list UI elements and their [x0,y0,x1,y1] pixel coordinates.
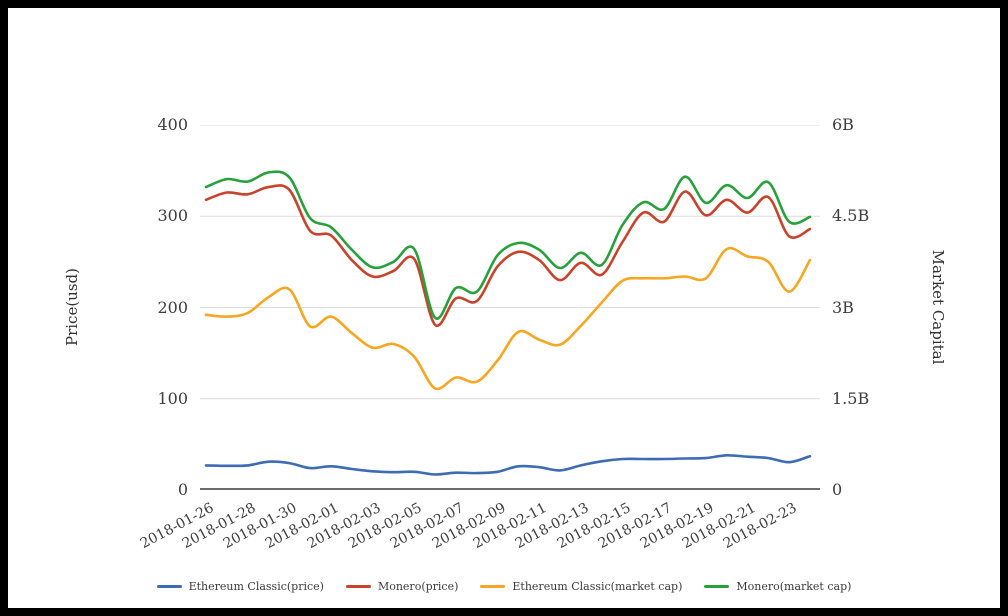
y-tick-right-1.5B: 1.5B [832,388,870,408]
y-tick-left-100: 100 [157,388,188,408]
legend-item-monero-market-cap[interactable]: Monero(market cap) [704,580,851,593]
chart-canvas: Price(usd) Market Capital 0 100 200 300 400 … [8,8,1000,608]
legend-line-swatch-icon [480,585,506,588]
y-tick-left-400: 400 [157,115,188,134]
y-tick-right-4.5B: 4.5B [832,206,870,226]
series-line-monero-market-cap [204,170,812,320]
legend-item-ethereum-classic-price[interactable]: Ethereum Classic(price) [156,580,324,593]
legend-item-ethereum-classic-market-cap[interactable]: Ethereum Classic(market cap) [480,580,682,593]
legend-line-swatch-icon [345,585,371,588]
legend-line-swatch-icon [156,585,182,588]
left-axis-title: Price(usd) [63,267,81,347]
plot-svg [200,125,820,490]
y-tick-left-300: 300 [157,206,188,226]
legend: Ethereum Classic(price) Monero(price) Ethe… [8,580,1000,593]
series-line-ethereum-classic-market-cap [204,246,812,391]
legend-line-swatch-icon [704,585,730,588]
series-line-ethereum-classic-price [204,453,812,476]
y-tick-right-0: 0 [832,480,843,499]
y-tick-right-3B: 3B [832,297,854,317]
right-axis-title: Market Capital [929,249,947,365]
y-tick-left-0: 0 [177,480,188,499]
legend-label: Monero(price) [377,580,459,593]
legend-label: Ethereum Classic(market cap) [512,580,683,593]
y-tick-right-6B: 6B [832,115,854,134]
y-tick-left-200: 200 [157,297,188,317]
legend-label: Ethereum Classic(price) [188,580,324,593]
series-line-monero-price [204,184,812,328]
legend-item-monero-price[interactable]: Monero(price) [345,580,459,593]
legend-label: Monero(market cap) [736,580,852,593]
